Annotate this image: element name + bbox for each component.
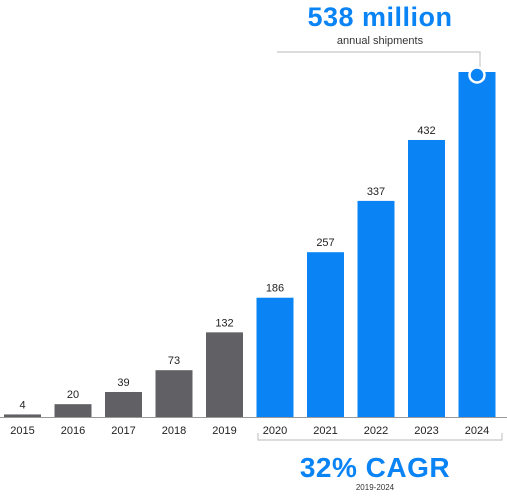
data-label-2016: 20 [67,389,79,401]
cagr-caption: 2019-2024 [355,483,395,492]
headline-value: 538 million [307,2,453,32]
data-label-2022: 337 [367,186,385,198]
tick-label-2021: 2021 [313,425,337,437]
data-label-2015: 4 [19,399,25,411]
cagr-value: 32% CAGR [299,452,451,483]
bar-2023 [408,139,445,417]
bar-2016 [54,404,92,417]
tick-label-2018: 2018 [162,425,186,437]
bar-2017 [105,391,142,417]
tick-label-2015: 2015 [10,425,34,437]
tick-label-2023: 2023 [414,425,438,437]
headline-caption: annual shipments [336,35,424,47]
tick-label-2017: 2017 [111,425,135,437]
data-label-2023: 432 [417,125,435,137]
data-label-2017: 39 [117,377,129,389]
peak-marker [468,66,486,84]
data-label-2018: 73 [168,355,180,367]
tick-label-2020: 2020 [263,425,287,437]
headline-bracket [277,51,481,72]
tick-label-2019: 2019 [212,425,236,437]
bar-2022 [357,200,395,417]
bar-2021 [307,252,344,417]
bar-2024 [458,72,496,417]
data-label-2020: 186 [266,283,284,295]
data-label-2021: 257 [316,237,334,249]
bar-2015 [4,414,41,417]
bar-2018 [155,370,193,417]
tick-label-2024: 2024 [465,425,489,437]
cagr-bracket [257,433,503,441]
data-label-2019: 132 [215,317,233,329]
tick-label-2022: 2022 [364,425,388,437]
bar-2019 [206,332,243,417]
tick-label-2016: 2016 [61,425,85,437]
bar-2020 [256,297,294,417]
